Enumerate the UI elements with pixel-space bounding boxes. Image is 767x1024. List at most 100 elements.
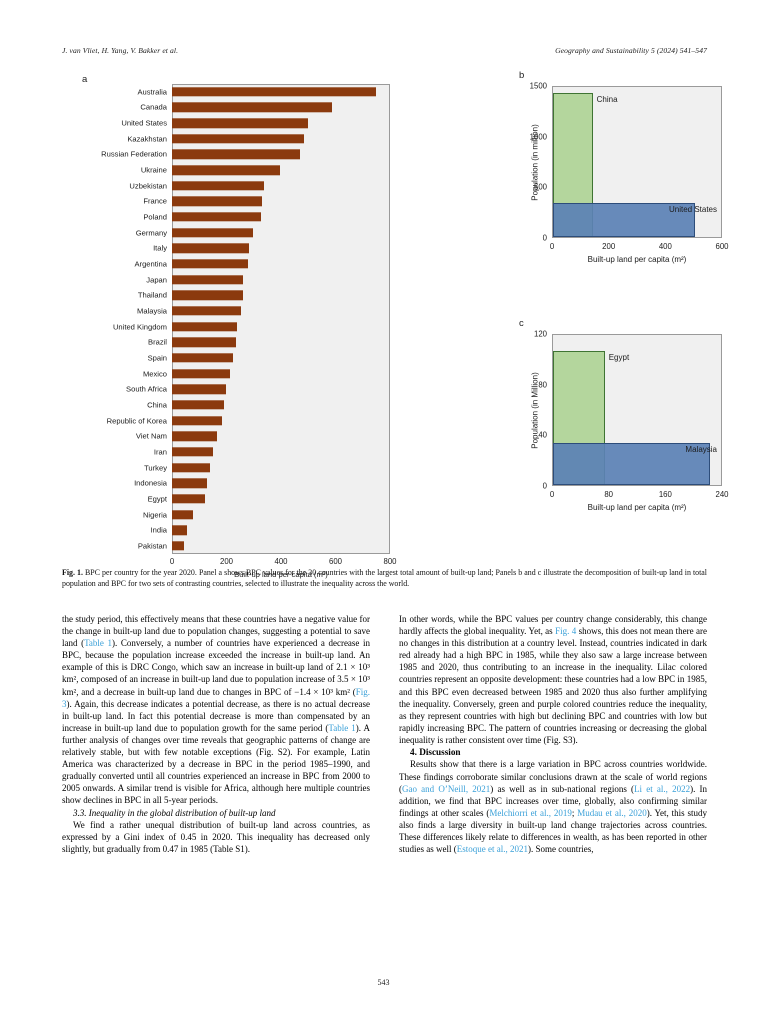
bar	[172, 87, 376, 97]
y-tick-label: 1500	[529, 81, 547, 91]
bar-row: Argentina	[134, 256, 390, 272]
paragraph-gini: We find a rather unequal distribution of…	[62, 819, 370, 854]
bar-label: Kazakhstan	[127, 134, 167, 144]
bar	[172, 384, 226, 394]
bar	[172, 212, 261, 222]
bar-label: Pakistan	[137, 541, 167, 551]
panel-a-letter: a	[82, 74, 88, 85]
panel-a: a Australia Canada United States Kazakhstan…	[62, 70, 422, 579]
bar-label: France	[143, 196, 167, 206]
x-tick-label: 400	[658, 242, 672, 251]
bar-row: Spain	[148, 350, 390, 366]
bar-row: United States	[121, 115, 390, 131]
bar-label: Malaysia	[137, 306, 167, 316]
panel-c: c Egypt Malaysia 0 40 80 120 0 80 160 240 Popul…	[447, 318, 732, 533]
citation-link-gao-oneill[interactable]: Gao and O’Neill, 2021	[402, 783, 491, 794]
bar	[172, 165, 280, 175]
bar-label: Thailand	[137, 290, 167, 300]
bar	[172, 306, 241, 316]
bar-label: Republic of Korea	[106, 416, 167, 426]
bar-label: Italy	[153, 243, 167, 253]
bar	[172, 181, 264, 191]
figure-caption: Fig. 1. BPC per country for the year 202…	[62, 568, 707, 590]
country-annotation: United States	[668, 205, 717, 215]
bar-label: Russian Federation	[101, 149, 167, 159]
bar-row: Pakistan	[138, 538, 390, 554]
bar	[172, 431, 218, 441]
x-tick-label: 600	[328, 557, 343, 566]
bar	[172, 259, 248, 269]
bar-row: India	[151, 522, 390, 538]
bar-row: Indonesia	[134, 475, 390, 491]
x-tick-label: 160	[658, 490, 672, 499]
paragraph-continuation: the study period, this effectively means…	[62, 614, 371, 806]
bar	[172, 149, 300, 160]
running-head: J. van Vliet, H. Yang, V. Bakker et al. …	[62, 46, 707, 55]
x-tick-label: 240	[715, 490, 729, 499]
bar-row: Iran	[154, 444, 390, 460]
bar-label: Ukraine	[140, 165, 167, 175]
bar-row: Ukraine	[141, 162, 390, 178]
panel-a-plot-area	[172, 84, 390, 554]
bar-label: India	[150, 525, 167, 535]
bar	[172, 541, 184, 551]
citation-link-melchiorri[interactable]: Melchiorri et al., 2019	[489, 807, 572, 818]
bar-label: Germany	[135, 228, 167, 238]
bar-row: Viet Nam	[136, 428, 390, 444]
citation-link-mudau[interactable]: Mudau et al., 2020	[577, 807, 647, 818]
citation-link-table1[interactable]: Table 1	[84, 638, 112, 649]
bar-row: Malaysia	[137, 303, 390, 319]
y-tick-label: 500	[533, 182, 547, 192]
bar-label: Indonesia	[134, 478, 167, 488]
panel-b-x-ticks: 0 200 400 600	[550, 86, 729, 251]
citation-link-estoque[interactable]: Estoque et al., 2021	[456, 844, 528, 855]
bar	[172, 134, 305, 144]
country-annotation: Malaysia	[685, 445, 717, 455]
running-head-authors: J. van Vliet, H. Yang, V. Bakker et al.	[62, 46, 179, 55]
bar-row: South Africa	[126, 381, 390, 397]
bar-label: Uzbekistan	[129, 181, 167, 191]
panel-a-bars: Australia Canada United States Kazakhstan Ru…	[101, 84, 390, 554]
bar-label: Mexico	[142, 369, 167, 379]
citation-link-fig3[interactable]: Fig. 3	[62, 686, 370, 709]
country-annotation: Egypt	[608, 352, 630, 362]
x-tick-label: 400	[274, 557, 288, 566]
x-tick-label: 0	[169, 557, 175, 566]
bar	[172, 290, 243, 301]
x-tick-label: 200	[219, 557, 234, 566]
bar	[172, 118, 308, 128]
bar-row: Italy	[153, 241, 390, 257]
bar-row: Republic of Korea	[107, 413, 390, 429]
panel-c-x-ticks: 0 80 160 240	[550, 334, 729, 499]
section-heading-4: 4. Discussion	[410, 747, 461, 758]
panel-b: b China United States 0 500 1000 1500 0 200 40…	[447, 70, 732, 285]
bar-row: Nigeria	[143, 507, 390, 523]
y-tick-label: 0	[542, 233, 547, 243]
bar-row: Japan	[146, 272, 390, 288]
bar	[172, 337, 236, 348]
bar-label: United States	[121, 118, 167, 128]
citation-link-table1-b[interactable]: Table 1	[328, 722, 356, 733]
bar-row: Russian Federation	[101, 147, 390, 163]
bar-row: Thailand	[138, 288, 390, 304]
running-head-journal: Geography and Sustainability 5 (2024) 54…	[555, 46, 707, 55]
bar	[172, 275, 244, 285]
panel-b-letter: b	[519, 70, 525, 81]
bar-row: China	[147, 397, 390, 413]
citation-link-fig4[interactable]: Fig. 4	[555, 626, 577, 637]
bar-label: China	[147, 400, 167, 410]
citation-link-li[interactable]: Li et al., 2022	[634, 783, 691, 794]
figure-1: a Australia Canada United States Kazakhstan…	[62, 70, 729, 579]
bar	[172, 368, 231, 379]
y-tick-label: 1000	[529, 132, 547, 142]
bar	[172, 243, 250, 254]
bar	[172, 478, 208, 488]
bar-row: Mexico	[143, 366, 390, 382]
x-tick-label: 800	[383, 557, 397, 566]
bar	[172, 447, 214, 457]
section-heading-3-3: 3.3. Inequality in the global distributi…	[73, 807, 276, 818]
panel-c-y-axis-label: Population (in Million)	[531, 371, 541, 449]
bar	[172, 353, 234, 363]
y-tick-label: 80	[538, 380, 547, 390]
